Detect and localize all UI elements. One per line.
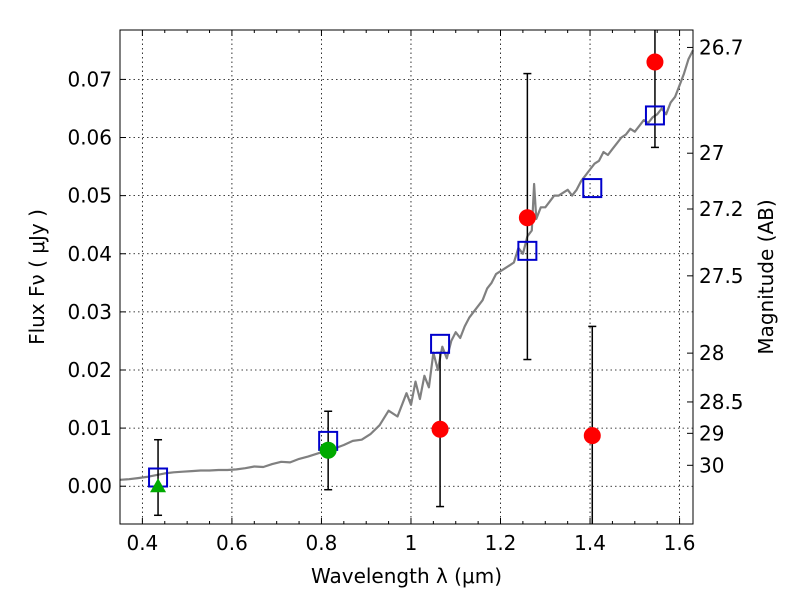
circle-marker (319, 441, 337, 459)
circle-marker (431, 420, 449, 438)
y2-tick-label: 29 (699, 421, 724, 445)
triangle-marker (150, 478, 167, 493)
y2-tick-label: 27 (699, 141, 724, 165)
y2-tick-label: 26.7 (699, 35, 744, 59)
y-axis-label: Flux Fν ( μJy ) (25, 209, 49, 345)
spectrum-layer (119, 49, 694, 481)
y-tick-label: 0.03 (67, 300, 112, 324)
y2-tick-label: 27.2 (699, 197, 744, 221)
square-marker (644, 105, 665, 126)
y2-tick-label: 28 (699, 341, 724, 365)
square-marker (517, 240, 538, 261)
errorbar-layer (154, 30, 659, 524)
y-tick-label: 0.07 (67, 67, 112, 91)
tick-layer: 0.4 0.6 0.8 1 1.2 1.4 1.6 0.00 0.01 0.02 0.03 0.04 0… (67, 30, 744, 555)
circle-marker (583, 427, 601, 445)
y-tick-label: 0.05 (67, 184, 112, 208)
y2-tick-label: 30 (699, 453, 724, 477)
x-tick-label: 1.4 (574, 531, 606, 555)
square-marker (582, 178, 603, 199)
x-axis-label: Wavelength λ (μm) (311, 564, 502, 588)
x-tick-label: 0.4 (126, 531, 158, 555)
x-tick-label: 0.6 (216, 531, 248, 555)
y2-axis-label: Magnitude (AB) (754, 199, 778, 354)
x-tick-label: 1.2 (485, 531, 517, 555)
circle-marker (646, 53, 664, 71)
spectrum-line (119, 49, 694, 481)
circle-marker (518, 209, 536, 227)
y2-tick-label: 28.5 (699, 390, 744, 414)
x-tick-label: 0.8 (306, 531, 338, 555)
plot-frame (119, 29, 694, 525)
y-tick-label: 0.02 (67, 358, 112, 382)
y-tick-label: 0.00 (67, 474, 112, 498)
square-marker (430, 333, 451, 354)
grid (120, 30, 693, 524)
y-tick-label: 0.01 (67, 416, 112, 440)
y-tick-label: 0.04 (67, 242, 112, 266)
x-tick-label: 1 (405, 531, 418, 555)
y2-tick-label: 27.5 (699, 264, 744, 288)
marker-layer (148, 53, 665, 493)
x-tick-label: 1.6 (664, 531, 696, 555)
y-tick-label: 0.06 (67, 126, 112, 150)
